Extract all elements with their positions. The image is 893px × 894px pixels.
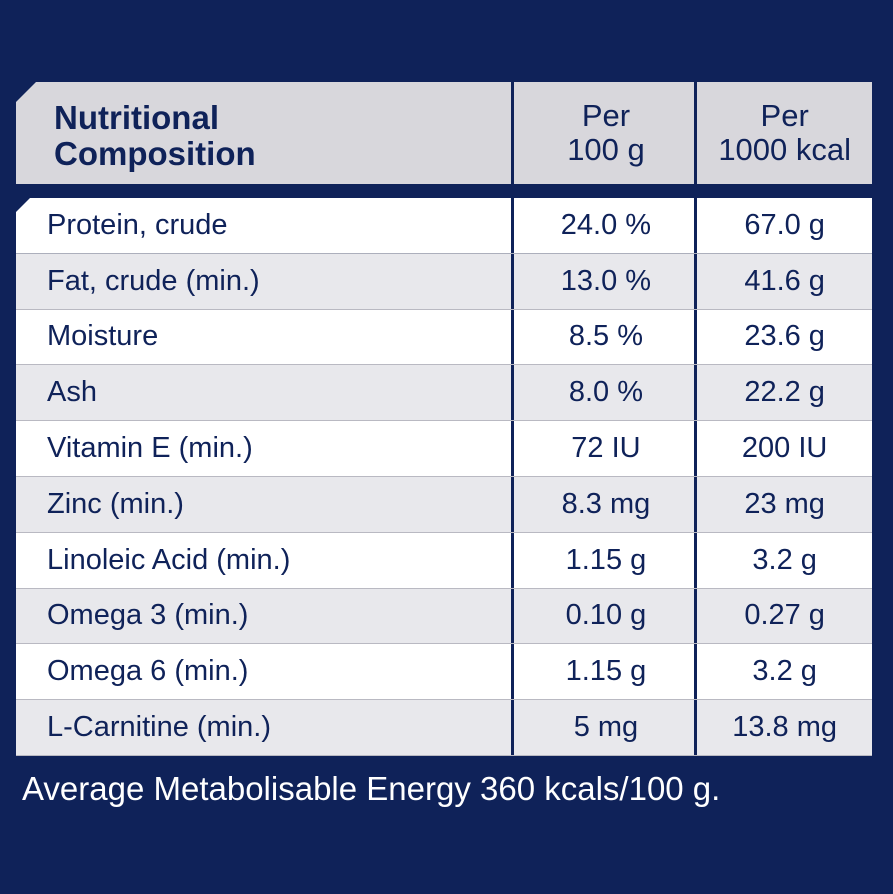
table-row: Fat, crude (min.) 13.0 % 41.6 g [16, 253, 872, 310]
column-divider [510, 365, 514, 421]
column-divider [694, 588, 698, 644]
header-per-1000kcal: Per 1000 kcal [718, 98, 852, 167]
table-row: Zinc (min.) 8.3 mg 23 mg [16, 476, 872, 533]
nutrition-table: Nutritional Composition Per 100 g Per 10… [16, 82, 872, 756]
table-row: Omega 6 (min.) 1.15 g 3.2 g [16, 644, 872, 701]
value-per-1000kcal: 67.0 g [744, 208, 825, 241]
column-divider [510, 532, 514, 588]
nutrient-name: Linoleic Acid (min.) [47, 543, 291, 576]
value-per-100g: 13.0 % [560, 264, 652, 297]
value-per-1000kcal: 41.6 g [744, 264, 825, 297]
nutrient-name: Protein, crude [47, 208, 228, 241]
nutrient-name: Ash [47, 376, 97, 409]
table-row: Linoleic Acid (min.) 1.15 g 3.2 g [16, 532, 872, 589]
column-divider [694, 532, 698, 588]
table-row: L-Carnitine (min.) 5 mg 13.8 mg [16, 700, 872, 756]
value-per-1000kcal: 22.2 g [744, 376, 825, 409]
column-divider [510, 309, 514, 365]
value-per-1000kcal: 23.6 g [744, 320, 825, 353]
value-per-100g: 5 mg [573, 711, 639, 744]
column-divider [694, 309, 698, 365]
column-divider [694, 476, 698, 532]
table-row: Ash 8.0 % 22.2 g [16, 365, 872, 422]
value-per-1000kcal: 3.2 g [752, 655, 817, 688]
energy-footnote: Average Metabolisable Energy 360 kcals/1… [22, 770, 721, 807]
nutrient-name: Fat, crude (min.) [47, 264, 260, 297]
column-divider [694, 365, 698, 421]
column-divider [510, 253, 514, 309]
value-per-100g: 1.15 g [565, 543, 647, 576]
header-nutritional-composition: Nutritional Composition [54, 99, 256, 172]
column-divider [510, 198, 514, 253]
value-per-1000kcal: 23 mg [744, 487, 825, 520]
table-body: Protein, crude 24.0 % 67.0 g Fat, crude (mi… [16, 198, 872, 756]
nutrient-name: Omega 3 (min.) [47, 599, 249, 632]
value-per-100g: 24.0 % [560, 208, 652, 241]
column-divider [694, 421, 698, 476]
nutrient-name: Moisture [47, 320, 159, 353]
table-row: Protein, crude 24.0 % 67.0 g [16, 198, 872, 254]
value-per-100g: 72 IU [571, 432, 641, 465]
value-per-100g: 8.5 % [568, 320, 644, 353]
column-divider [510, 82, 514, 184]
value-per-1000kcal: 200 IU [741, 432, 828, 465]
value-per-100g: 1.15 g [565, 655, 647, 688]
table-row: Vitamin E (min.) 72 IU 200 IU [16, 421, 872, 477]
value-per-100g: 0.10 g [565, 599, 647, 632]
header-per-100g: Per 100 g [567, 98, 645, 167]
column-divider [694, 82, 698, 184]
nutrient-name: Omega 6 (min.) [47, 655, 249, 688]
nutrient-name: Vitamin E (min.) [47, 432, 253, 465]
column-divider [694, 198, 698, 253]
value-per-1000kcal: 3.2 g [752, 543, 817, 576]
table-row: Omega 3 (min.) 0.10 g 0.27 g [16, 588, 872, 645]
value-per-1000kcal: 0.27 g [744, 599, 825, 632]
nutrient-name: L-Carnitine (min.) [47, 711, 271, 744]
column-divider [510, 588, 514, 644]
column-divider [510, 476, 514, 532]
column-divider [694, 644, 698, 700]
table-header: Nutritional Composition Per 100 g Per 10… [16, 82, 872, 184]
column-divider [510, 644, 514, 700]
column-divider [510, 421, 514, 476]
column-divider [510, 700, 514, 755]
table-row: Moisture 8.5 % 23.6 g [16, 309, 872, 366]
column-divider [694, 700, 698, 755]
value-per-100g: 8.0 % [568, 376, 644, 409]
nutrient-name: Zinc (min.) [47, 487, 184, 520]
column-divider [694, 253, 698, 309]
value-per-1000kcal: 13.8 mg [732, 711, 838, 744]
value-per-100g: 8.3 mg [561, 487, 651, 520]
